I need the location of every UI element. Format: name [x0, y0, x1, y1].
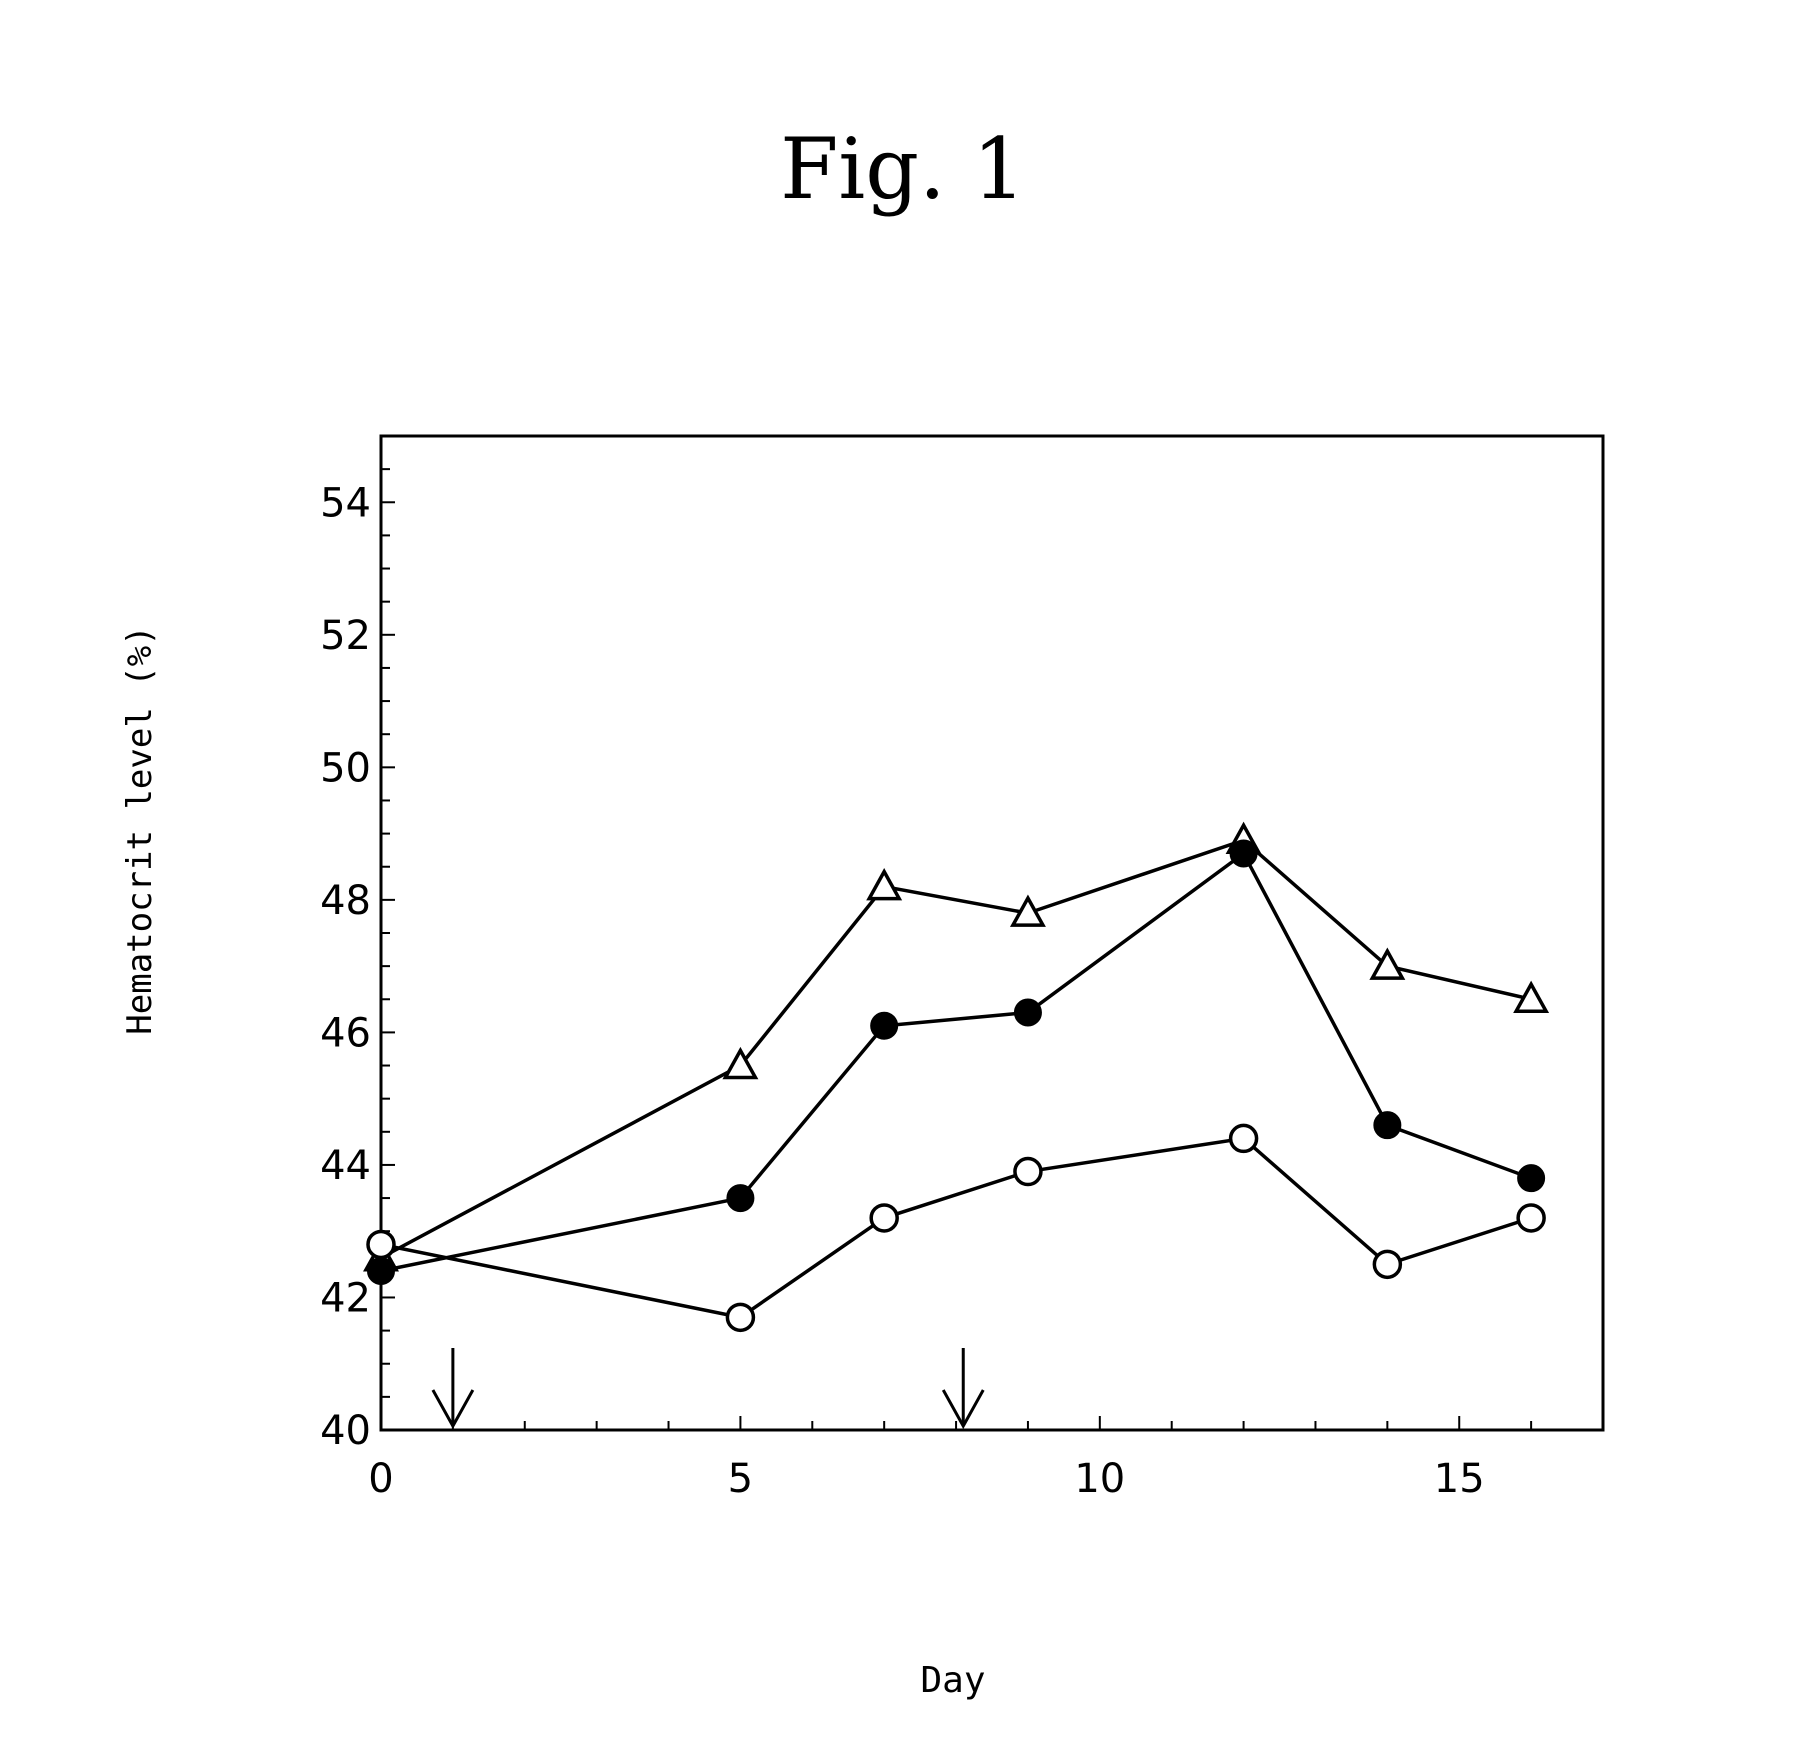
y-tick-label: 52 [320, 613, 371, 659]
open-triangle-point [1513, 980, 1550, 1014]
y-tick-label: 54 [320, 480, 371, 526]
y-tick-label: 50 [320, 745, 371, 791]
dosing-arrow-head [941, 1389, 985, 1430]
open-triangle-point [1009, 894, 1046, 927]
dosing-arrow-head [431, 1389, 475, 1430]
filled-circle-point [367, 1256, 395, 1285]
open-circle-point [1013, 1156, 1043, 1187]
open-circle-point [1372, 1249, 1403, 1280]
y-tick-label: 46 [320, 1010, 371, 1056]
x-axis-label: Day [920, 1660, 986, 1701]
filled-circle-point [1517, 1164, 1546, 1193]
y-tick-label: 48 [320, 878, 371, 924]
x-tick-label: 10 [1074, 1456, 1125, 1502]
filled-circle-point [1229, 839, 1258, 868]
x-tick-label: 15 [1434, 1456, 1485, 1502]
figure-title: Fig. 1 [780, 120, 1026, 218]
filled-circle-point [1373, 1111, 1402, 1140]
open-circle-point [1228, 1123, 1259, 1154]
x-tick-label: 5 [728, 1456, 753, 1502]
open-circle-point [725, 1302, 756, 1333]
y-tick-label: 40 [320, 1408, 371, 1454]
filled-circle-point [1013, 998, 1042, 1027]
open-circle-point [1516, 1203, 1546, 1233]
filled-circle-point [870, 1011, 899, 1040]
x-tick-label: 0 [368, 1456, 393, 1502]
series-line-filled-circle [380, 850, 1532, 1273]
y-tick-label: 44 [320, 1143, 371, 1189]
filled-circle-point [726, 1184, 755, 1213]
open-triangle-point [866, 868, 903, 901]
open-circle-point [366, 1229, 396, 1260]
y-tick-label: 42 [320, 1275, 371, 1321]
open-circle-point [869, 1203, 899, 1233]
open-triangle-point [1369, 947, 1406, 980]
open-triangle-point [722, 1046, 759, 1080]
